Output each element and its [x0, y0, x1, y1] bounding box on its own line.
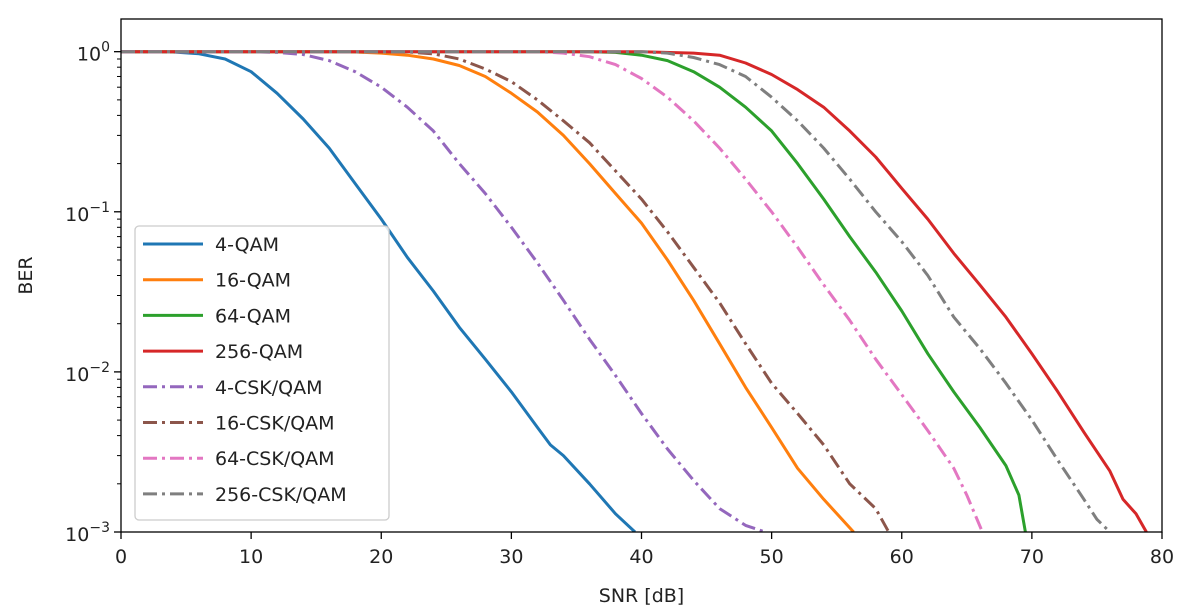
- x-tick-label: 70: [1020, 546, 1044, 568]
- legend-label: 16-QAM: [215, 270, 291, 292]
- series-line-4-qam: [121, 50, 637, 532]
- series-line-4-csk-qam: [121, 50, 766, 532]
- y-axis-label: BER: [15, 256, 37, 294]
- x-tick-label: 30: [499, 546, 523, 568]
- y-tick-base: 10: [65, 524, 89, 546]
- series-layer: [121, 50, 1148, 532]
- y-tick-label: 10−3: [65, 520, 110, 546]
- legend-label: 256-CSK/QAM: [215, 484, 347, 506]
- x-tick-label: 10: [239, 546, 263, 568]
- y-tick-label: 10−1: [65, 200, 110, 226]
- legend-label: 4-QAM: [215, 234, 279, 256]
- y-tick-label: 100: [77, 40, 110, 66]
- series-line-16-csk-qam: [121, 50, 891, 532]
- x-tick-label: 40: [629, 546, 653, 568]
- series-line-16-qam: [121, 50, 855, 532]
- legend-label: 64-QAM: [215, 305, 291, 327]
- x-tick-label: 0: [115, 546, 127, 568]
- y-tick-base: 10: [77, 44, 101, 66]
- x-tick-label: 60: [890, 546, 914, 568]
- series-line-256-qam: [121, 50, 1148, 532]
- legend-label: 64-CSK/QAM: [215, 448, 335, 470]
- x-tick-label: 20: [369, 546, 393, 568]
- legend-label: 4-CSK/QAM: [215, 377, 322, 399]
- x-tick-label: 50: [760, 546, 784, 568]
- y-tick-exponent: −3: [89, 520, 110, 536]
- legend-label: 256-QAM: [215, 341, 303, 363]
- y-tick-label: 10−2: [65, 360, 110, 386]
- y-tick-base: 10: [65, 204, 89, 226]
- series-line-64-qam: [121, 50, 1027, 532]
- y-tick-exponent: −2: [89, 360, 110, 376]
- x-tick-label: 80: [1150, 546, 1174, 568]
- y-tick-exponent: −1: [89, 200, 110, 216]
- series-line-256-csk-qam: [121, 50, 1111, 532]
- x-axis-label: SNR [dB]: [599, 585, 684, 607]
- y-tick-exponent: 0: [101, 40, 110, 56]
- legend-box: [134, 225, 390, 521]
- legend: 4-QAM 16-QAM 64-QAM 256-QAM 4-CSK/QAM 16-CSK/…: [134, 225, 390, 521]
- legend-label: 16-CSK/QAM: [215, 413, 335, 435]
- series-line-64-csk-qam: [121, 50, 984, 532]
- y-tick-base: 10: [65, 364, 89, 386]
